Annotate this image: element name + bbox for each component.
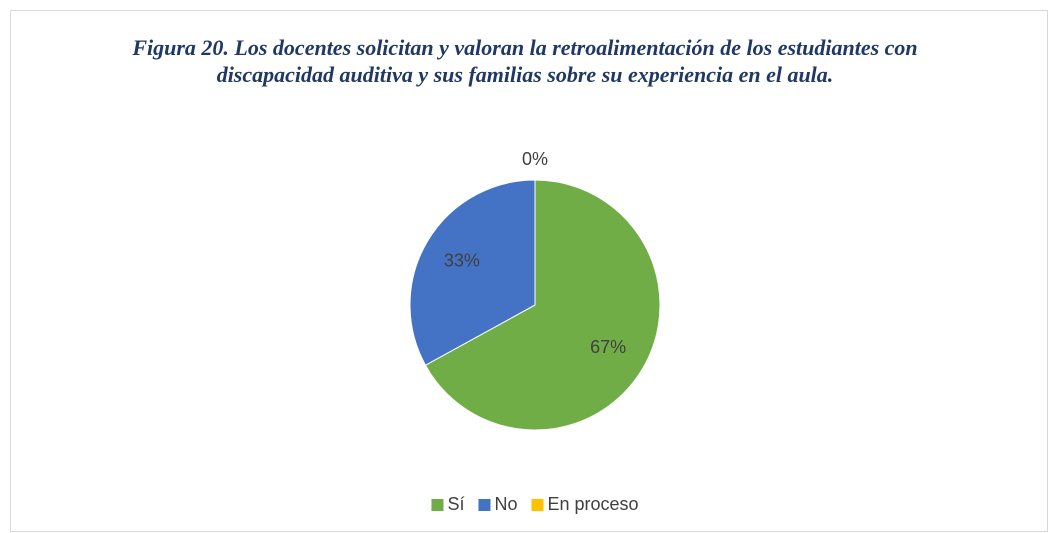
data-label: 67%	[590, 337, 626, 357]
legend: Sí No En proceso	[431, 494, 639, 514]
legend-swatch	[478, 499, 491, 511]
chart-title: Figura 20. Los docentes solicitan y valo…	[132, 35, 918, 87]
data-label: 33%	[444, 250, 480, 270]
legend-swatch	[531, 499, 544, 511]
chart-border	[10, 10, 1048, 532]
legend-label: No	[494, 494, 517, 514]
pie-slice	[424, 179, 661, 431]
pie-slice	[409, 179, 536, 366]
legend-swatch	[431, 499, 444, 511]
legend-label: En proceso	[547, 494, 638, 514]
data-label: 0%	[522, 149, 548, 169]
legend-label: Sí	[447, 494, 464, 514]
